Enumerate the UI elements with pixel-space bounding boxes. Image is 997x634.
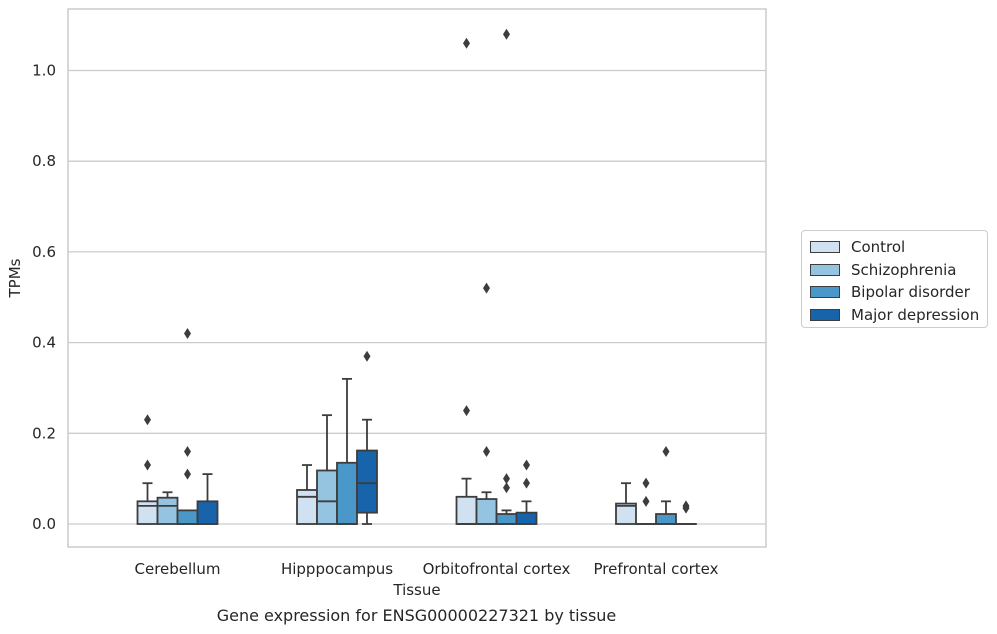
box-body (316, 469, 338, 525)
box-schizophrenia (156, 491, 179, 525)
box-body (475, 498, 498, 525)
box-bipolar-disorder (495, 28, 518, 525)
legend-label: Control (851, 238, 906, 257)
box-body (156, 496, 179, 525)
y-tick-label: 0.8 (32, 152, 56, 170)
legend-swatch (810, 308, 840, 321)
legend-label: Schizophrenia (851, 260, 957, 279)
box-major-depression (675, 500, 697, 525)
outlier-point (523, 459, 530, 471)
box-bipolar-disorder (176, 328, 199, 525)
box-major-depression (196, 473, 219, 525)
box-control (455, 37, 478, 525)
outlier-point (463, 405, 470, 417)
outlier-point (503, 473, 510, 485)
x-tick-labels: Cerebellum Hipppocampus Orbitofrontal cort… (135, 560, 719, 578)
y-tick-label: 0.2 (32, 424, 56, 442)
legend: Control Schizophrenia Bipolar disorder Majo… (801, 230, 988, 328)
y-tick-label: 0.6 (32, 243, 56, 261)
box-body (356, 449, 378, 514)
box-body (655, 513, 677, 525)
x-tick-label: Orbitofrontal cortex (423, 560, 571, 578)
outlier-point (463, 37, 470, 49)
y-tick-label: 0.0 (32, 515, 56, 533)
box-schizophrenia (316, 414, 338, 525)
box-body (296, 489, 318, 525)
outlier-point (363, 350, 371, 362)
box-control (296, 464, 318, 525)
legend-item: Major depression (810, 304, 979, 327)
box-body (136, 500, 159, 525)
box-control (136, 414, 159, 525)
outlier-point (144, 459, 151, 471)
outlier-point (642, 477, 650, 489)
box-body (515, 511, 538, 525)
box-control (615, 482, 637, 525)
outlier-point (523, 477, 530, 489)
box-series (136, 28, 697, 525)
box-bipolar-disorder (655, 445, 677, 525)
box-bipolar-disorder (336, 377, 358, 525)
box-body (196, 500, 219, 525)
box-schizophrenia (635, 477, 657, 525)
outlier-point (642, 495, 650, 507)
y-tick-label: 0.4 (32, 334, 56, 352)
legend-swatch (810, 263, 840, 276)
outlier-point (184, 445, 191, 457)
outlier-point (682, 500, 690, 512)
legend-swatch (810, 241, 840, 254)
box-body (336, 461, 358, 525)
outlier-point (184, 328, 191, 340)
x-axis-label: Tissue (392, 581, 440, 599)
outlier-point (503, 482, 510, 494)
legend-item: Schizophrenia (810, 259, 979, 282)
box-body (176, 509, 199, 525)
box-body (495, 513, 518, 525)
chart-caption: Gene expression for ENSG00000227321 by t… (216, 606, 617, 625)
outlier-point (184, 468, 191, 480)
outlier-point (662, 445, 670, 457)
plot-frame (67, 8, 767, 548)
outlier-point (144, 414, 151, 426)
outlier-point (483, 445, 490, 457)
x-tick-label: Prefrontal cortex (594, 560, 719, 578)
x-tick-label: Hipppocampus (281, 560, 393, 578)
box-major-depression (356, 350, 378, 525)
outlier-point (483, 282, 490, 294)
box-schizophrenia (475, 282, 498, 525)
y-tick-labels: 0.0 0.2 0.4 0.6 0.8 1.0 (32, 62, 56, 534)
y-tick-label: 1.0 (32, 62, 56, 80)
legend-label: Bipolar disorder (851, 283, 970, 302)
box-major-depression (515, 459, 538, 525)
legend-label: Major depression (851, 305, 980, 324)
box-body (455, 495, 478, 525)
x-tick-label: Cerebellum (135, 560, 221, 578)
legend-item: Bipolar disorder (810, 281, 979, 304)
gridlines (68, 69, 766, 525)
outlier-point (503, 28, 510, 40)
y-axis-label: TPMs (6, 258, 24, 298)
legend-swatch (810, 286, 840, 299)
legend-item: Control (810, 236, 979, 259)
